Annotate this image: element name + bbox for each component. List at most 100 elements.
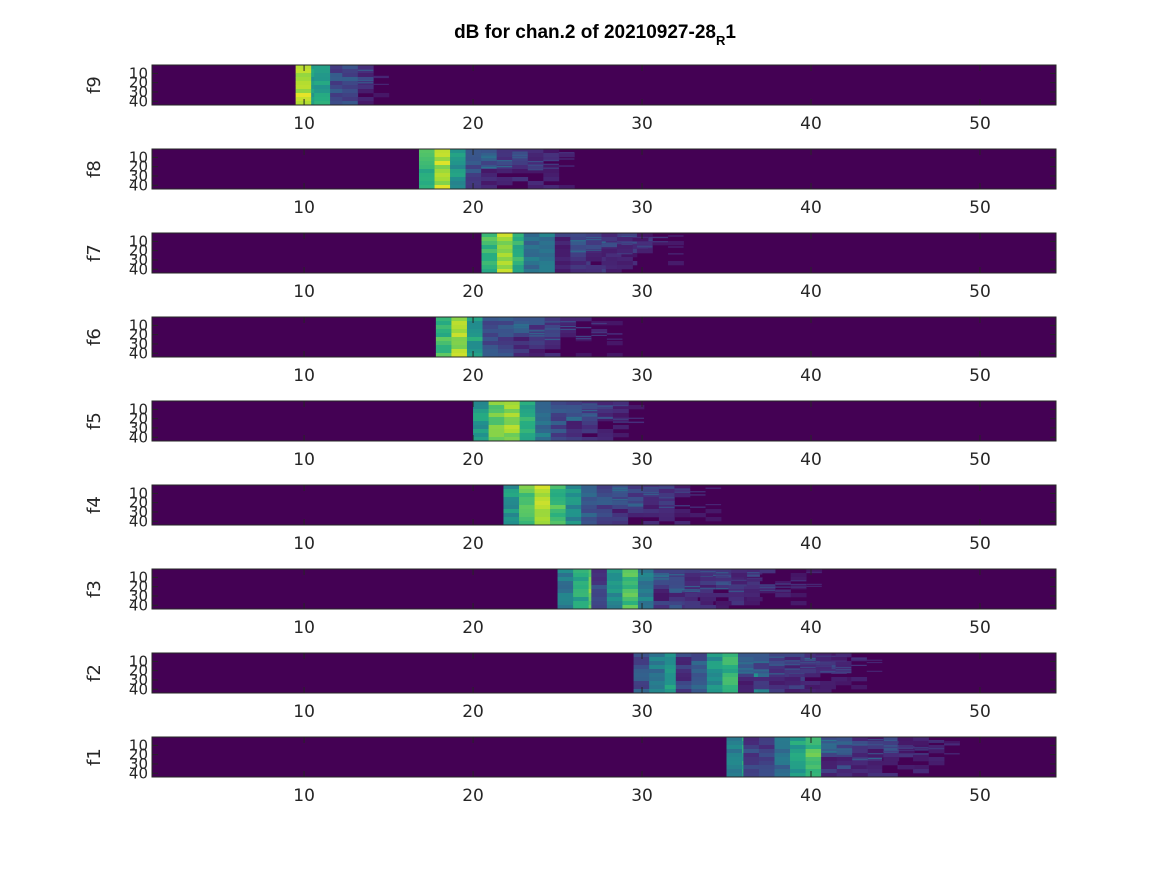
heatmap-cell (481, 241, 498, 246)
heatmap-cell (519, 513, 535, 518)
heatmap-cell (744, 601, 760, 606)
heatmap-cell (295, 93, 312, 98)
streak (617, 241, 633, 243)
heatmap-cell (565, 485, 582, 490)
streak (705, 487, 722, 489)
heatmap-cell (606, 581, 623, 586)
heatmap-cell (627, 513, 644, 518)
heatmap-cell (326, 65, 343, 70)
heatmap-cell (544, 329, 561, 334)
heatmap-cell (585, 253, 602, 258)
heatmap-cell (691, 685, 708, 690)
heatmap-cell (465, 157, 482, 162)
heatmap-cell (744, 569, 760, 574)
streak (627, 505, 644, 507)
heatmap-cell (852, 749, 869, 754)
heatmap-cell (581, 401, 598, 406)
heatmap-cell (805, 749, 822, 754)
y-tick-label: 10 (129, 316, 148, 334)
heatmap-cell (627, 489, 644, 494)
heatmap-cell (633, 689, 650, 693)
streak (928, 748, 945, 750)
heatmap-cell (498, 329, 514, 334)
heatmap-cell (591, 605, 608, 609)
y-tick-label: 10 (129, 232, 148, 250)
heatmap-cell (581, 405, 598, 410)
heatmap-cell (435, 333, 452, 338)
heatmap-cell (743, 761, 760, 766)
heatmap-cell (529, 345, 545, 350)
panel-ylabel: f3 (84, 580, 105, 598)
heatmap-cell (633, 685, 650, 690)
streak (512, 157, 528, 159)
heatmap-cell (775, 593, 792, 598)
heatmap-cell (373, 93, 390, 98)
streak (867, 753, 884, 755)
heatmap-cell (314, 81, 331, 86)
y-tick-label: 30 (129, 503, 148, 521)
heatmap-cell (664, 661, 681, 666)
heatmap-cell (434, 161, 451, 166)
heatmap-cell (513, 333, 530, 338)
heatmap-cell (784, 657, 801, 662)
heatmap-cell (450, 173, 466, 178)
heatmap-cell (758, 773, 775, 777)
streak (575, 338, 592, 340)
panel-ylabel: f9 (84, 76, 105, 94)
heatmap-cell (539, 265, 556, 270)
streak (815, 662, 832, 664)
heatmap-cell (488, 413, 505, 418)
heatmap-cell (481, 177, 498, 182)
heatmap-cell (566, 409, 583, 414)
heatmap-cell (612, 513, 629, 518)
heatmap-cell (666, 605, 683, 609)
heatmap-cell (565, 497, 582, 502)
heatmap-cell (565, 521, 582, 525)
heatmap-cell (658, 513, 675, 518)
heatmap-cell (726, 761, 743, 766)
heatmap-cell (539, 253, 556, 258)
heatmap-cell (867, 773, 884, 777)
heatmap-cell (601, 233, 618, 238)
heatmap-cell (712, 581, 729, 586)
heatmap-cell (790, 593, 807, 598)
heatmap-cell (744, 581, 760, 586)
x-tick-label: 40 (800, 702, 822, 722)
streak (668, 253, 684, 255)
streak (558, 165, 575, 167)
heatmap-cell (543, 185, 560, 189)
streak (357, 80, 374, 82)
streak (831, 672, 847, 674)
heatmap-cell (805, 765, 822, 770)
streak (753, 661, 770, 664)
heatmap-cell (722, 681, 739, 686)
x-tick-label: 40 (800, 282, 822, 302)
heatmap-cell (622, 581, 639, 586)
heatmap-cell (314, 85, 331, 90)
y-tick-label: 40 (129, 512, 148, 530)
heatmap-cell (712, 585, 729, 590)
heatmap-cell (622, 577, 639, 582)
heatmap-cell (612, 405, 629, 410)
heatmap-cell (653, 589, 670, 594)
heatmap-cell (498, 333, 514, 338)
heatmap-cell (565, 513, 582, 518)
streak (527, 164, 544, 166)
streak (558, 152, 575, 154)
heatmap-cell (612, 413, 629, 418)
heatmap-cell (697, 601, 714, 606)
heatmap-cell (674, 509, 691, 514)
streak (575, 327, 592, 329)
heatmap-cell (451, 345, 468, 350)
heatmap-cell (585, 249, 602, 254)
heatmap-cell (342, 101, 359, 105)
streak (570, 250, 586, 252)
heatmap-cell (928, 757, 945, 762)
heatmap-cell (539, 269, 556, 273)
heatmap-cell (928, 745, 945, 750)
heatmap-cell (573, 573, 589, 578)
y-tick-label: 40 (129, 428, 148, 446)
heatmap-cell (513, 321, 530, 326)
heatmap-cell (790, 573, 807, 578)
heatmap-cell (473, 417, 489, 422)
